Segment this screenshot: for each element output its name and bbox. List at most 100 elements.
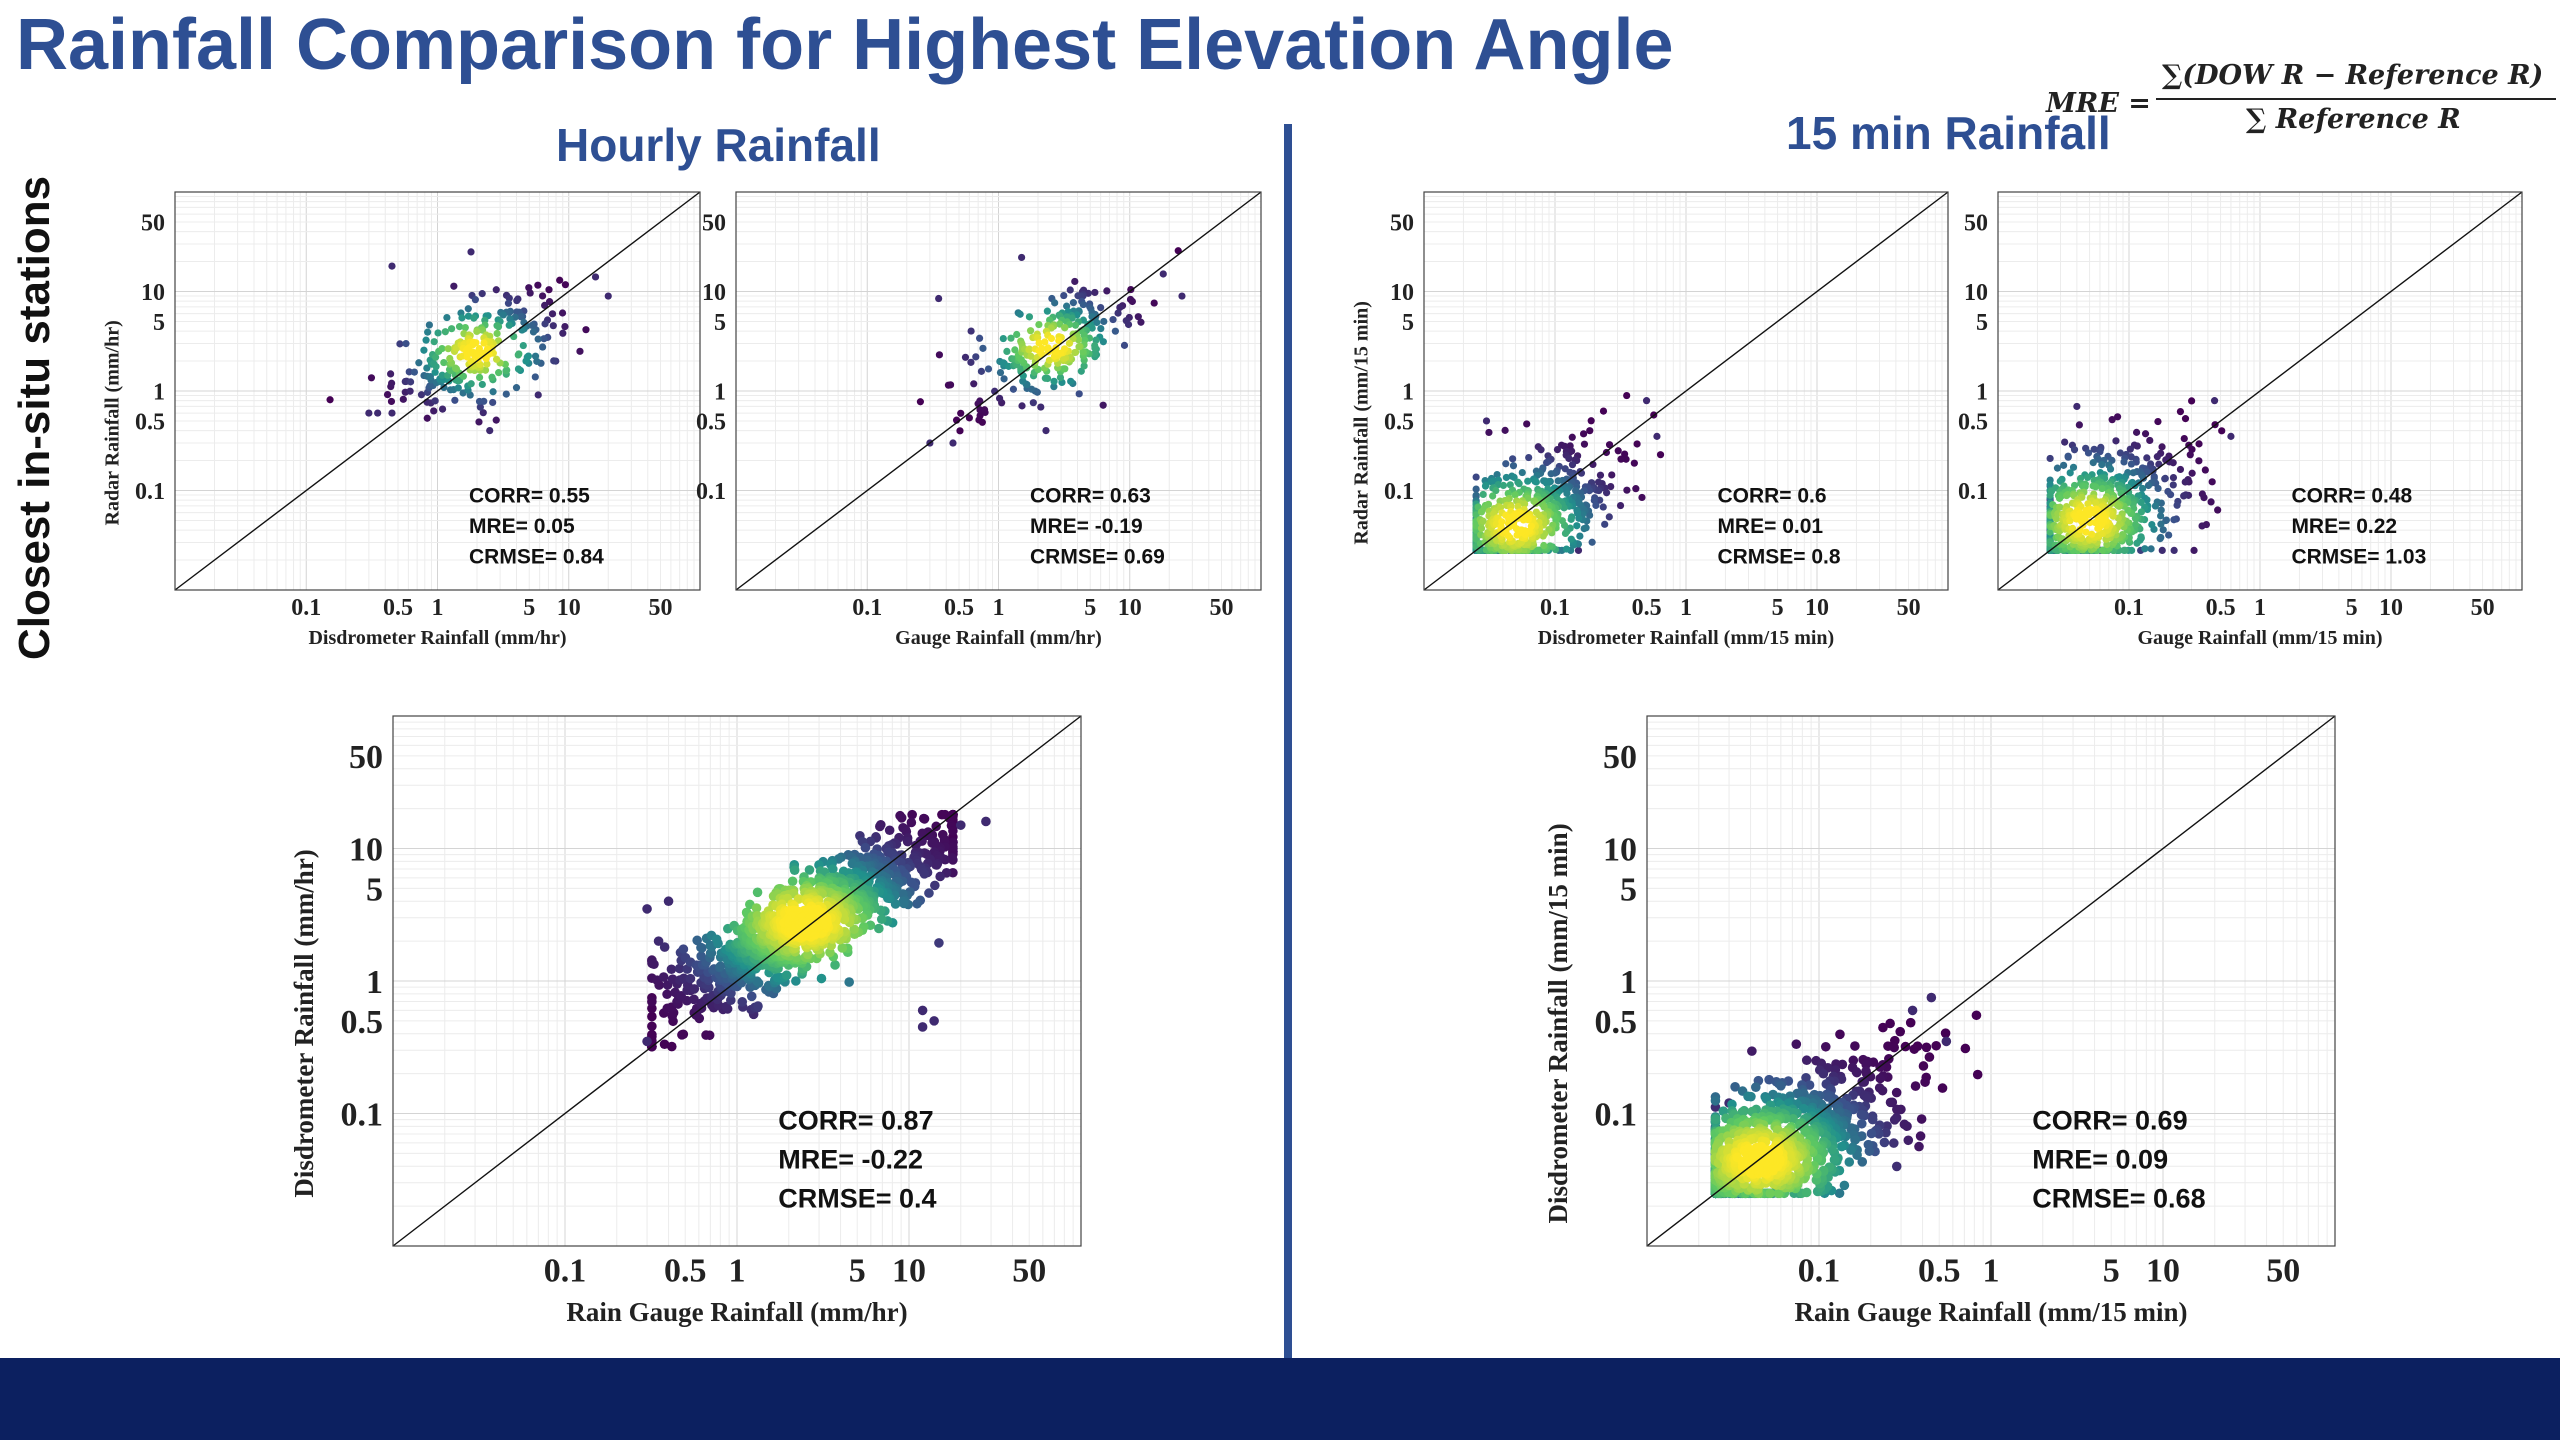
data-point <box>860 842 871 853</box>
x-axis-label: Rain Gauge Rainfall (mm/15 min) <box>1794 1297 2187 1327</box>
x-tick-label: 10 <box>1118 595 1142 621</box>
data-point <box>726 995 736 1006</box>
data-point <box>967 358 975 366</box>
x-tick-label: 0.1 <box>291 595 321 621</box>
data-point <box>1037 403 1045 411</box>
mre-formula: MRE = ∑(DOW R − Reference R) ∑ Reference… <box>2046 58 2560 148</box>
data-point <box>545 286 553 294</box>
y-axis-label: Disdrometer Rainfall (mm/15 min) <box>1543 823 1573 1223</box>
data-point <box>2131 520 2140 529</box>
data-point <box>2137 533 2145 541</box>
data-point <box>1079 348 1087 356</box>
data-point <box>1097 303 1105 312</box>
data-point <box>1633 440 1641 448</box>
data-point <box>1891 1161 1902 1172</box>
x-tick-label: 50 <box>1209 595 1233 621</box>
data-point <box>1846 1145 1856 1155</box>
stat-1: MRE= -0.22 <box>778 1145 923 1175</box>
data-point <box>1007 334 1015 342</box>
stat-1: MRE= -0.19 <box>1030 515 1143 538</box>
data-point <box>1077 367 1085 375</box>
y-tick-label: 1 <box>153 379 165 405</box>
data-points <box>1472 391 1665 555</box>
data-point <box>2165 531 2173 539</box>
data-point <box>2062 491 2071 500</box>
plot-frame <box>1423 191 1949 591</box>
y-tick-label: 0.5 <box>1958 409 1988 435</box>
data-point <box>2106 465 2115 473</box>
y-tick-label: 1 <box>1402 379 1414 405</box>
data-point <box>1747 1046 1757 1056</box>
data-point <box>967 327 975 335</box>
data-point <box>837 943 848 953</box>
data-point <box>1509 462 1518 470</box>
data-point <box>1800 1127 1810 1137</box>
data-point <box>1056 320 1064 328</box>
data-point <box>2066 517 2074 525</box>
y-tick-label: 0.5 <box>1384 409 1414 435</box>
data-point <box>678 1029 689 1040</box>
x-tick-label: 50 <box>2471 595 2495 621</box>
hourly-section-title: Hourly Rainfall <box>556 119 881 171</box>
data-point <box>1128 297 1136 306</box>
data-point <box>448 325 456 333</box>
data-point <box>475 397 484 406</box>
data-point <box>899 898 909 909</box>
data-point <box>1586 427 1594 435</box>
data-point <box>514 365 523 373</box>
data-point <box>1835 1029 1845 1040</box>
data-point <box>2098 546 2107 555</box>
data-point <box>1523 420 1531 428</box>
grid <box>736 192 1261 590</box>
y-tick-label: 10 <box>1964 280 1988 306</box>
data-point <box>1481 482 1490 490</box>
data-point <box>1773 1188 1784 1199</box>
one-to-one-line <box>174 191 701 591</box>
data-point <box>1532 478 1540 486</box>
data-point <box>2091 518 2099 527</box>
data-point <box>1573 509 1582 517</box>
data-point <box>461 323 469 332</box>
data-point <box>1525 453 1533 462</box>
data-point <box>1041 374 1049 382</box>
data-point <box>2137 508 2145 516</box>
data-point <box>1921 1042 1932 1053</box>
formula-lhs: MRE = <box>2046 88 2151 119</box>
data-point <box>1885 1097 1896 1108</box>
data-point <box>955 820 966 830</box>
x-tick-label: 1 <box>993 595 1005 621</box>
data-point <box>2082 528 2090 536</box>
x-tick-label: 1 <box>432 595 444 621</box>
data-point <box>2157 512 2165 520</box>
data-point <box>1914 1141 1924 1152</box>
data-point <box>488 373 496 381</box>
data-point <box>1003 347 1011 355</box>
grid <box>175 192 700 590</box>
x-tick-label: 5 <box>523 595 535 621</box>
chart-hourly-disdrometer: 0.1 0.5 1 5 10 50 0.1 0.5 1 5 10 50 Disdrometer Rain… <box>102 191 701 649</box>
data-point <box>1848 1055 1859 1066</box>
data-point <box>528 321 536 329</box>
data-point <box>1043 307 1051 315</box>
y-tick-label: 50 <box>1964 210 1988 236</box>
formula-numerator: ∑(DOW R − Reference R) <box>2162 60 2544 91</box>
data-point <box>1881 1127 1891 1138</box>
data-point <box>787 876 798 887</box>
data-point <box>934 938 944 948</box>
chart-hourly-gauge: 0.1 0.5 1 5 10 50 0.1 0.5 1 5 10 50 Gauge Rainfall (… <box>696 191 1262 649</box>
data-point <box>1710 1114 1721 1125</box>
data-point <box>1588 538 1596 546</box>
data-point <box>440 358 448 367</box>
data-point <box>1501 426 1509 434</box>
data-point <box>647 1003 657 1014</box>
data-point <box>2127 460 2135 468</box>
data-point <box>2169 481 2177 489</box>
data-point <box>653 936 664 946</box>
data-point <box>2137 498 2145 506</box>
data-point <box>1924 1052 1935 1062</box>
data-point <box>1044 344 1052 352</box>
data-point <box>489 388 497 396</box>
data-point <box>1515 480 1523 488</box>
data-point <box>666 964 677 975</box>
data-point <box>1836 1141 1847 1152</box>
